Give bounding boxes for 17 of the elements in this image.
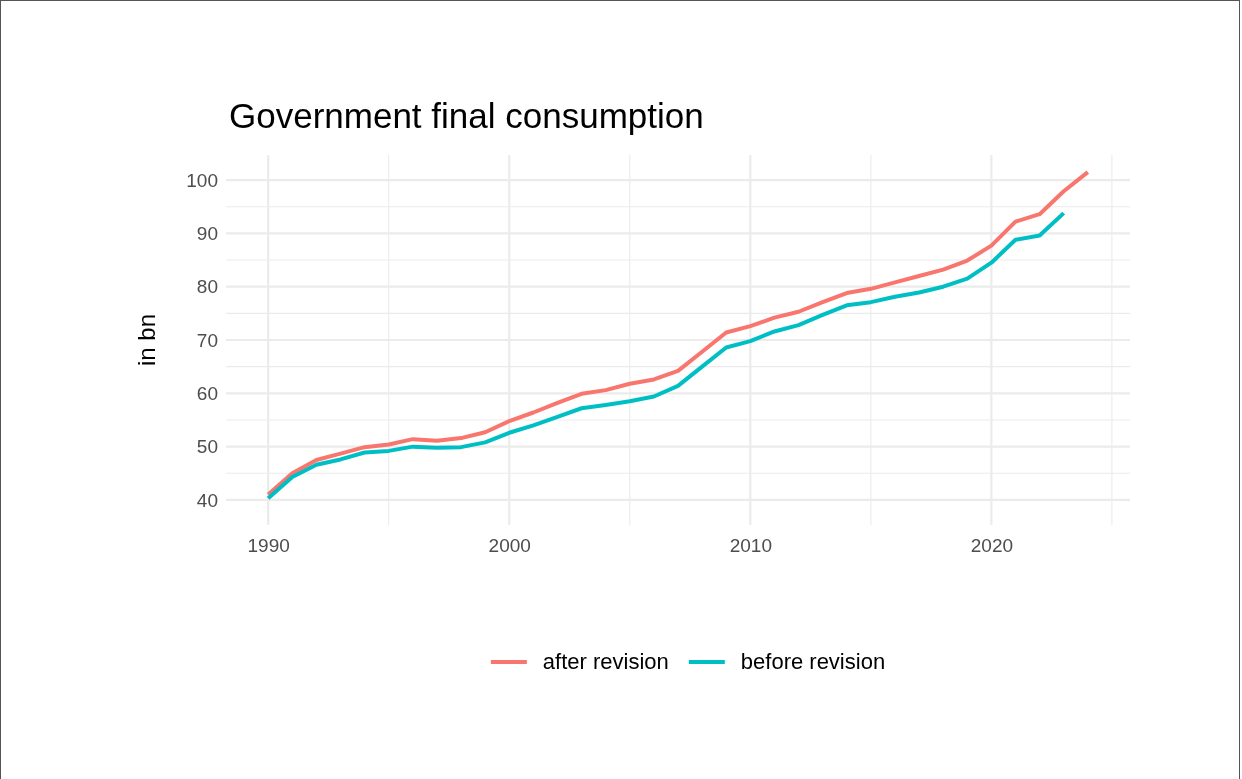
x-tick-label: 2020 bbox=[970, 535, 1014, 557]
chart-title: Government final consumption bbox=[229, 96, 704, 135]
y-tick-label: 40 bbox=[196, 489, 218, 511]
x-tick-label: 1990 bbox=[247, 535, 290, 557]
legend-label: before revision bbox=[740, 649, 886, 674]
y-axis-title: in bn bbox=[133, 313, 160, 367]
x-tick-label: 2010 bbox=[729, 535, 772, 557]
y-tick-label: 60 bbox=[196, 382, 218, 404]
y-tick-label: 50 bbox=[196, 436, 218, 458]
x-tick-label: 2000 bbox=[488, 535, 531, 557]
y-tick-label: 100 bbox=[186, 169, 218, 191]
y-tick-label: 80 bbox=[196, 276, 218, 298]
line-series bbox=[266, 170, 1090, 497]
legend-label: after revision bbox=[542, 649, 669, 674]
y-tick-label: 70 bbox=[196, 329, 218, 351]
line-series bbox=[266, 211, 1066, 501]
y-tick-label: 90 bbox=[196, 222, 218, 244]
